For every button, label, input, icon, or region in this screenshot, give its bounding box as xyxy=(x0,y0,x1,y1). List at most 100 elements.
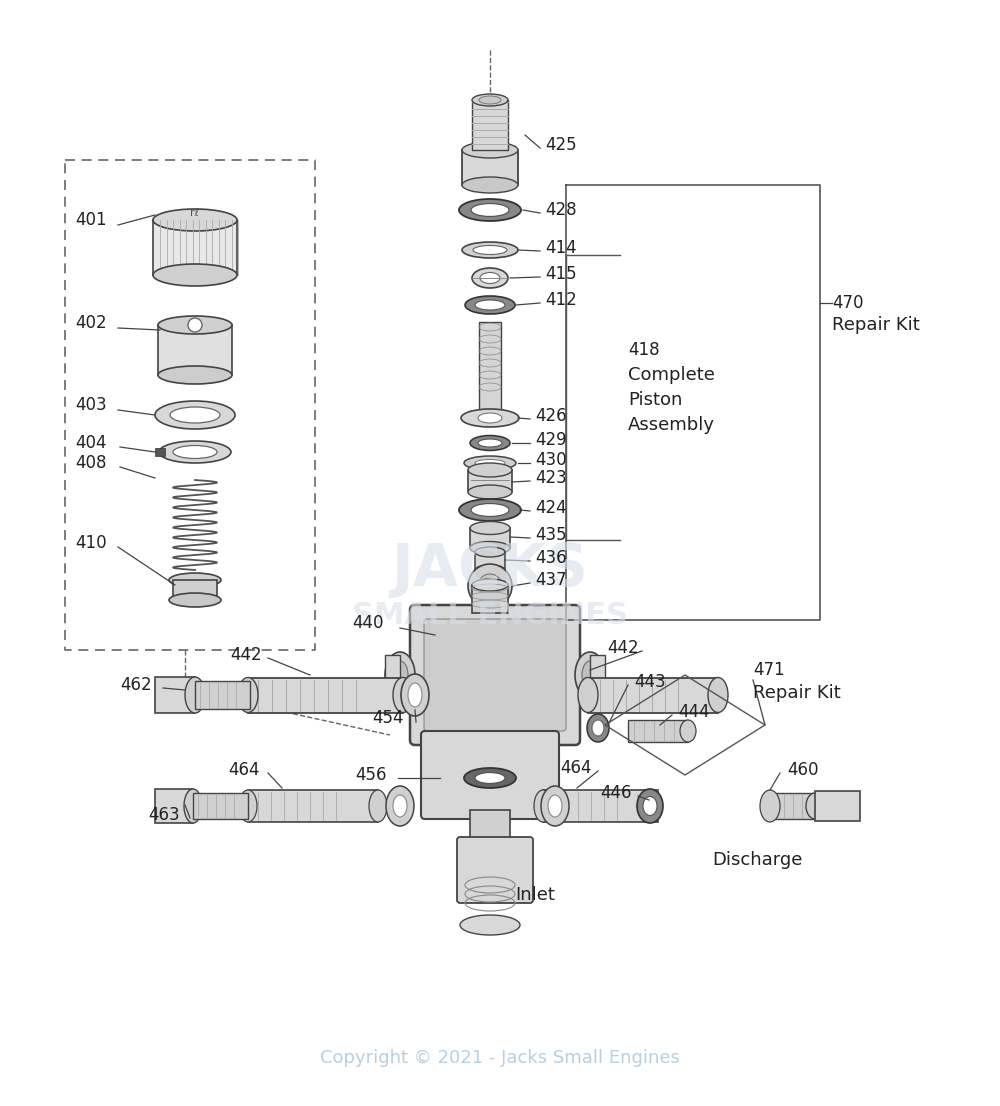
Text: 412: 412 xyxy=(545,291,577,309)
Bar xyxy=(193,793,248,820)
Ellipse shape xyxy=(461,409,519,427)
Text: 446: 446 xyxy=(600,784,632,802)
Ellipse shape xyxy=(470,522,510,534)
Text: SMALL ENGINES: SMALL ENGINES xyxy=(352,601,628,629)
Text: 414: 414 xyxy=(545,239,577,257)
Ellipse shape xyxy=(534,790,552,822)
Circle shape xyxy=(478,574,502,598)
Text: 424: 424 xyxy=(535,499,567,517)
Ellipse shape xyxy=(408,684,422,707)
Ellipse shape xyxy=(159,441,231,463)
Ellipse shape xyxy=(472,580,508,591)
Bar xyxy=(153,220,237,275)
Ellipse shape xyxy=(637,789,663,823)
Bar xyxy=(385,655,400,695)
Text: 401: 401 xyxy=(75,211,107,229)
Polygon shape xyxy=(155,789,193,823)
Ellipse shape xyxy=(478,413,502,422)
Text: 437: 437 xyxy=(535,571,567,589)
Circle shape xyxy=(468,564,512,608)
Ellipse shape xyxy=(369,790,387,822)
FancyBboxPatch shape xyxy=(410,605,580,745)
Ellipse shape xyxy=(153,209,237,231)
Bar xyxy=(590,655,605,695)
Ellipse shape xyxy=(480,272,500,283)
Text: Inlet: Inlet xyxy=(515,886,555,904)
Text: 408: 408 xyxy=(75,453,106,472)
Bar xyxy=(470,810,510,851)
Ellipse shape xyxy=(184,789,202,823)
Ellipse shape xyxy=(158,316,232,334)
Ellipse shape xyxy=(468,463,512,477)
Ellipse shape xyxy=(462,177,518,194)
Polygon shape xyxy=(815,791,860,821)
Text: 443: 443 xyxy=(634,672,666,691)
Text: 435: 435 xyxy=(535,526,567,544)
Ellipse shape xyxy=(471,204,509,217)
Ellipse shape xyxy=(173,446,217,459)
Ellipse shape xyxy=(806,793,824,820)
Ellipse shape xyxy=(680,720,696,742)
Ellipse shape xyxy=(401,674,429,716)
Bar xyxy=(468,470,512,492)
Ellipse shape xyxy=(575,653,605,698)
Ellipse shape xyxy=(386,786,414,826)
Bar xyxy=(155,448,165,456)
Ellipse shape xyxy=(592,720,604,735)
Ellipse shape xyxy=(541,786,569,826)
Ellipse shape xyxy=(393,795,407,817)
Bar xyxy=(543,790,658,822)
Ellipse shape xyxy=(475,300,505,310)
Bar xyxy=(248,678,403,713)
Text: rℓ: rℓ xyxy=(190,208,200,218)
Text: Complete: Complete xyxy=(628,366,715,384)
Text: 442: 442 xyxy=(607,639,639,657)
Text: 463: 463 xyxy=(148,806,180,824)
Ellipse shape xyxy=(475,547,505,557)
Ellipse shape xyxy=(462,142,518,158)
Text: 415: 415 xyxy=(545,265,577,283)
Ellipse shape xyxy=(470,542,510,554)
Ellipse shape xyxy=(548,795,562,817)
Text: 456: 456 xyxy=(355,766,386,784)
Ellipse shape xyxy=(459,199,521,221)
Ellipse shape xyxy=(464,768,516,787)
Ellipse shape xyxy=(169,593,221,607)
Ellipse shape xyxy=(473,246,507,254)
Text: Copyright © 2021 - Jacks Small Engines: Copyright © 2021 - Jacks Small Engines xyxy=(320,1048,680,1067)
FancyBboxPatch shape xyxy=(457,837,533,902)
Ellipse shape xyxy=(170,407,220,422)
Text: 402: 402 xyxy=(75,314,107,332)
Ellipse shape xyxy=(478,439,502,447)
Ellipse shape xyxy=(185,677,205,713)
Bar xyxy=(173,580,217,599)
Text: 429: 429 xyxy=(535,431,567,449)
Text: 426: 426 xyxy=(535,407,567,425)
Bar xyxy=(248,790,378,822)
Ellipse shape xyxy=(475,459,505,467)
Text: 464: 464 xyxy=(228,761,260,779)
Bar xyxy=(195,681,250,709)
Ellipse shape xyxy=(464,456,516,470)
Bar xyxy=(158,325,232,375)
Ellipse shape xyxy=(471,503,509,517)
Bar xyxy=(475,552,505,570)
Ellipse shape xyxy=(153,264,237,286)
Text: 418: 418 xyxy=(628,341,660,359)
Ellipse shape xyxy=(169,573,221,587)
Text: 410: 410 xyxy=(75,534,107,552)
Bar xyxy=(470,528,510,547)
Ellipse shape xyxy=(385,653,415,698)
Ellipse shape xyxy=(459,499,521,521)
Text: 462: 462 xyxy=(120,676,152,693)
Bar xyxy=(479,322,501,410)
Ellipse shape xyxy=(460,915,520,935)
Text: 471: 471 xyxy=(753,661,785,679)
Text: 404: 404 xyxy=(75,434,106,452)
Ellipse shape xyxy=(393,678,413,712)
Text: 442: 442 xyxy=(230,646,262,664)
Ellipse shape xyxy=(475,772,505,783)
Text: Discharge: Discharge xyxy=(712,851,802,869)
Ellipse shape xyxy=(155,401,235,429)
Ellipse shape xyxy=(465,296,515,314)
